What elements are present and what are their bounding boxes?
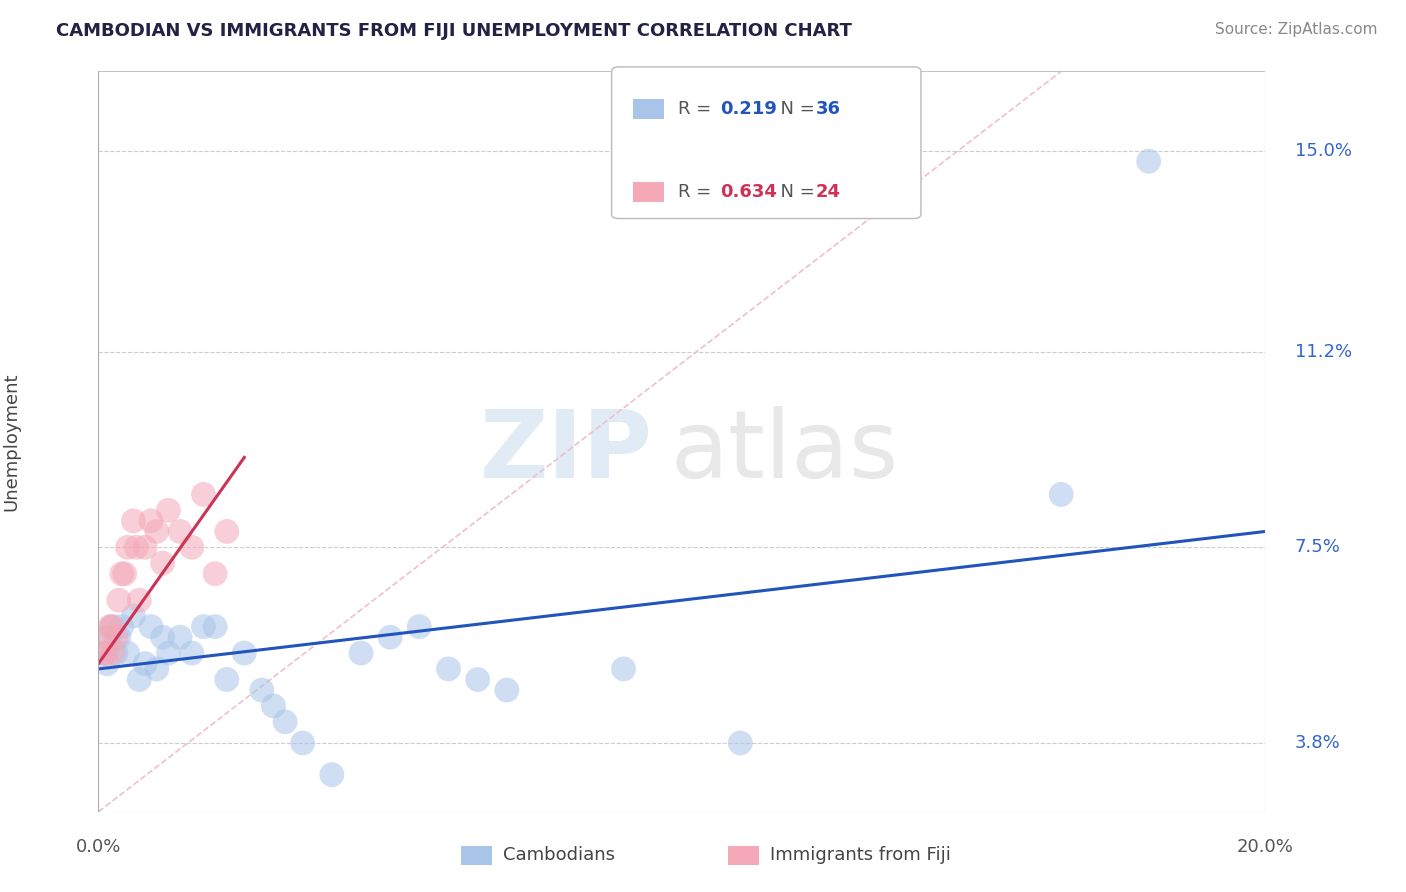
Point: [233, 646, 256, 660]
Point: [1137, 154, 1160, 169]
Text: N =: N =: [769, 183, 821, 201]
Text: Source: ZipAtlas.com: Source: ZipAtlas.com: [1215, 22, 1378, 37]
Point: [134, 657, 156, 671]
Point: [139, 620, 162, 634]
Text: 0.634: 0.634: [720, 183, 776, 201]
Point: [1050, 487, 1073, 501]
Point: [321, 767, 343, 781]
Point: [111, 566, 134, 581]
Point: [101, 646, 124, 660]
Point: [111, 620, 134, 634]
Text: Immigrants from Fiji: Immigrants from Fiji: [770, 847, 952, 864]
Point: [152, 630, 174, 644]
Point: [117, 646, 139, 660]
Text: ZIP: ZIP: [479, 406, 652, 498]
Point: [157, 646, 180, 660]
Point: [467, 673, 489, 687]
Text: 0.219: 0.219: [720, 100, 776, 118]
Point: [193, 620, 215, 634]
Point: [146, 662, 169, 676]
Point: [117, 541, 139, 555]
Point: [98, 620, 121, 634]
Point: [128, 673, 150, 687]
Text: 3.8%: 3.8%: [1295, 734, 1340, 752]
Point: [204, 566, 226, 581]
Text: 0.0%: 0.0%: [76, 838, 121, 856]
Text: 11.2%: 11.2%: [1295, 343, 1351, 360]
Point: [146, 524, 169, 539]
Point: [96, 630, 118, 644]
Text: N =: N =: [769, 100, 821, 118]
Point: [114, 566, 136, 581]
Point: [152, 556, 174, 570]
Point: [101, 620, 124, 634]
Point: [100, 620, 122, 634]
Point: [98, 630, 121, 644]
Point: [96, 657, 118, 671]
Point: [93, 646, 115, 660]
Point: [108, 593, 131, 607]
Point: [350, 646, 373, 660]
Point: [263, 698, 285, 713]
Point: [134, 541, 156, 555]
Point: [93, 646, 115, 660]
Point: [94, 646, 117, 660]
Text: R =: R =: [678, 183, 717, 201]
Point: [108, 630, 131, 644]
Point: [730, 736, 752, 750]
Point: [125, 541, 148, 555]
Text: 36: 36: [815, 100, 841, 118]
Text: Cambodians: Cambodians: [503, 847, 616, 864]
Point: [169, 524, 191, 539]
Point: [169, 630, 191, 644]
Point: [437, 662, 460, 676]
Point: [122, 609, 145, 624]
Point: [157, 503, 180, 517]
Point: [128, 593, 150, 607]
Point: [274, 714, 297, 729]
Point: [215, 524, 238, 539]
Point: [122, 514, 145, 528]
Text: atlas: atlas: [671, 406, 898, 498]
Point: [180, 541, 202, 555]
Text: 15.0%: 15.0%: [1295, 142, 1351, 160]
Point: [139, 514, 162, 528]
Point: [104, 646, 127, 660]
Point: [250, 683, 273, 698]
Point: [408, 620, 430, 634]
Text: R =: R =: [678, 100, 717, 118]
Text: 7.5%: 7.5%: [1295, 538, 1340, 557]
Point: [291, 736, 314, 750]
Text: Unemployment: Unemployment: [1, 372, 20, 511]
Point: [613, 662, 636, 676]
Point: [193, 487, 215, 501]
Text: CAMBODIAN VS IMMIGRANTS FROM FIJI UNEMPLOYMENT CORRELATION CHART: CAMBODIAN VS IMMIGRANTS FROM FIJI UNEMPL…: [56, 22, 852, 40]
Text: 20.0%: 20.0%: [1237, 838, 1294, 856]
Point: [215, 673, 238, 687]
Point: [180, 646, 202, 660]
Point: [496, 683, 519, 698]
Point: [380, 630, 402, 644]
Point: [204, 620, 226, 634]
Text: 24: 24: [815, 183, 841, 201]
Point: [104, 630, 127, 644]
